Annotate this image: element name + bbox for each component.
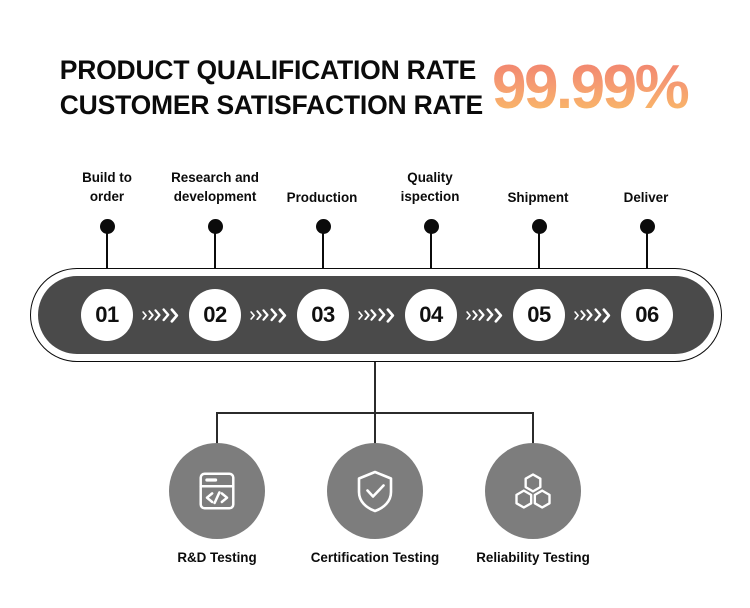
step-label-03-line1: Production xyxy=(286,190,358,205)
chevron-arrow-icon-2-3 xyxy=(250,305,287,325)
step-marker-dot-02 xyxy=(207,219,223,234)
testing-label-rd: R&D Testing xyxy=(177,550,257,565)
step-label-05: Shipment xyxy=(478,188,598,207)
step-label-01-line2: order xyxy=(89,189,125,205)
step-label-02-line1: Research and xyxy=(171,170,259,185)
code-window-icon xyxy=(194,468,240,514)
step-stem-01 xyxy=(105,232,109,272)
headline-block: PRODUCT QUALIFICATION RATE CUSTOMER SATI… xyxy=(0,48,750,128)
step-label-04-line1: Quality xyxy=(407,170,453,185)
step-number-badge-02[interactable]: 02 xyxy=(189,289,241,341)
testing-circle-rd[interactable] xyxy=(169,443,265,539)
chevron-arrow-icon-4-5 xyxy=(466,305,503,325)
testing-label-certification: Certification Testing xyxy=(310,550,440,565)
step-number-badge-04[interactable]: 04 xyxy=(405,289,457,341)
step-label-04-line2: ispection xyxy=(400,189,460,205)
connector-branch-certification xyxy=(374,412,376,446)
headline-line-2: CUSTOMER SATISFACTION RATE xyxy=(59,90,483,120)
connector-trunk xyxy=(374,362,376,413)
step-stem-04 xyxy=(429,232,433,272)
headline-line-1: PRODUCT QUALIFICATION RATE xyxy=(59,55,477,86)
step-marker-dot-06 xyxy=(639,219,655,234)
step-label-01: Build to order xyxy=(47,168,167,206)
connector-branch-rd xyxy=(216,412,218,446)
headline-text-group: PRODUCT QUALIFICATION RATE CUSTOMER SATI… xyxy=(60,53,483,123)
hexagon-cluster-icon xyxy=(511,469,555,513)
step-number-badge-03[interactable]: 03 xyxy=(297,289,349,341)
step-number-badge-06[interactable]: 06 xyxy=(621,289,673,341)
step-stem-02 xyxy=(213,232,217,272)
step-marker-dot-01 xyxy=(99,219,115,234)
step-number-badge-05[interactable]: 05 xyxy=(513,289,565,341)
step-stem-06 xyxy=(645,232,649,272)
chevron-arrow-icon-3-4 xyxy=(358,305,395,325)
step-label-02: Research and development xyxy=(155,168,275,206)
step-marker-dot-04 xyxy=(423,219,439,234)
step-label-05-line1: Shipment xyxy=(507,190,569,205)
connector-branch-reliability xyxy=(532,412,534,446)
percentage-value: 99.99% xyxy=(492,56,690,118)
step-label-06: Deliver xyxy=(586,188,706,207)
step-label-01-line1: Build to xyxy=(82,170,132,185)
step-label-03: Production xyxy=(262,188,382,207)
step-label-04: Quality ispection xyxy=(370,168,490,206)
chevron-arrow-icon-5-6 xyxy=(574,305,611,325)
step-marker-dot-05 xyxy=(531,219,547,234)
step-marker-dot-03 xyxy=(315,219,331,234)
testing-circle-certification[interactable] xyxy=(327,443,423,539)
step-label-06-line1: Deliver xyxy=(623,190,669,205)
step-stem-05 xyxy=(537,232,541,272)
chevron-arrow-icon-1-2 xyxy=(142,305,179,325)
step-stem-03 xyxy=(321,232,325,272)
testing-circle-reliability[interactable] xyxy=(485,443,581,539)
step-label-02-line2: development xyxy=(173,189,257,205)
step-number-badge-01[interactable]: 01 xyxy=(81,289,133,341)
testing-label-reliability: Reliability Testing xyxy=(476,550,590,565)
shield-check-icon xyxy=(351,467,399,515)
